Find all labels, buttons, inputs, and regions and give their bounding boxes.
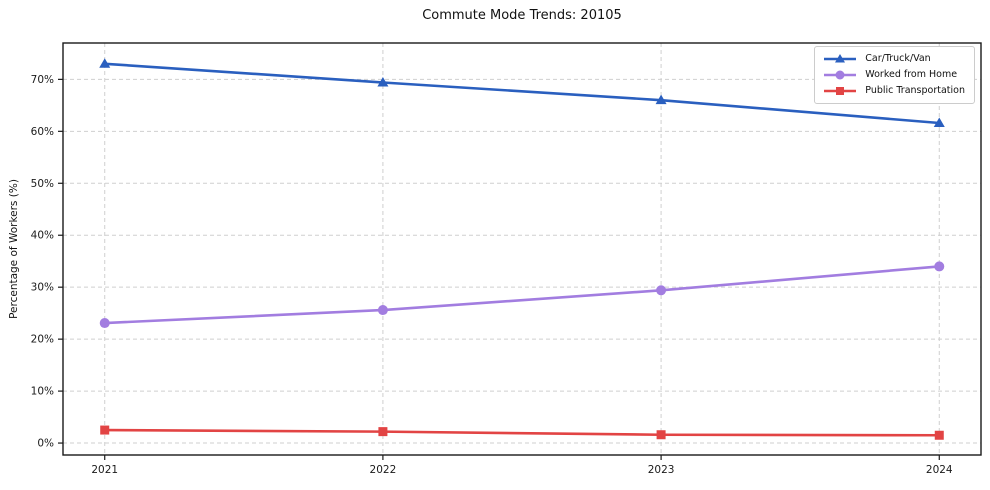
series-line-worked-from-home	[103, 265, 941, 325]
marker-car-truck-van-2022	[377, 76, 389, 87]
ytick-label-50: 50%	[31, 178, 54, 190]
marker-worked-from-home-2022	[377, 305, 388, 316]
ytick-label-70: 70%	[31, 74, 54, 86]
chart-title: Commute Mode Trends: 20105	[422, 8, 622, 23]
ytick-label-40: 40%	[31, 230, 54, 242]
marker-public-transportation-2021	[100, 425, 110, 435]
legend-sample-triangle-icon	[824, 54, 857, 63]
marker-public-transportation-2023	[656, 430, 666, 440]
marker-car-truck-van-2021	[99, 58, 111, 68]
legend-marker-triangle-icon	[835, 54, 846, 63]
xtick-label-2024: 2024	[926, 464, 953, 476]
legend-sample-circle-icon	[824, 70, 857, 80]
legend-item-worked-from-home: Worked from Home	[823, 69, 965, 81]
legend-item-public-transportation: Public Transportation	[823, 85, 965, 97]
legend-marker-square-icon	[836, 87, 845, 95]
marker-worked-from-home-2024	[934, 261, 945, 272]
marker-worked-from-home-2021	[99, 318, 110, 329]
ytick-label-0: 0%	[37, 438, 54, 450]
legend-marker-circle-icon	[835, 70, 845, 80]
ytick-label-30: 30%	[31, 282, 54, 294]
ytick-label-60: 60%	[31, 126, 54, 138]
legend-label: Public Transportation	[865, 85, 965, 96]
ytick-label-10: 10%	[31, 386, 54, 398]
legend-sample-square-icon	[824, 87, 857, 95]
marker-worked-from-home-2023	[656, 285, 667, 296]
marker-public-transportation-2024	[934, 430, 944, 440]
series-line-car-truck-van	[103, 62, 941, 125]
xtick-label-2023: 2023	[648, 464, 675, 476]
xtick-label-2022: 2022	[370, 464, 397, 476]
legend: Car/Truck/Van Worked from Home Public Tran…	[814, 46, 975, 104]
marker-public-transportation-2022	[378, 427, 388, 437]
legend-label: Worked from Home	[865, 69, 958, 80]
ytick-label-20: 20%	[31, 334, 54, 346]
legend-label: Car/Truck/Van	[865, 53, 931, 64]
series-line-public-transportation	[103, 428, 941, 437]
plot-border	[62, 42, 982, 456]
marker-car-truck-van-2024	[933, 117, 945, 128]
xtick-label-2021: 2021	[91, 464, 118, 476]
legend-item-car-truck-van: Car/Truck/Van	[823, 53, 965, 65]
marker-car-truck-van-2023	[655, 94, 667, 105]
